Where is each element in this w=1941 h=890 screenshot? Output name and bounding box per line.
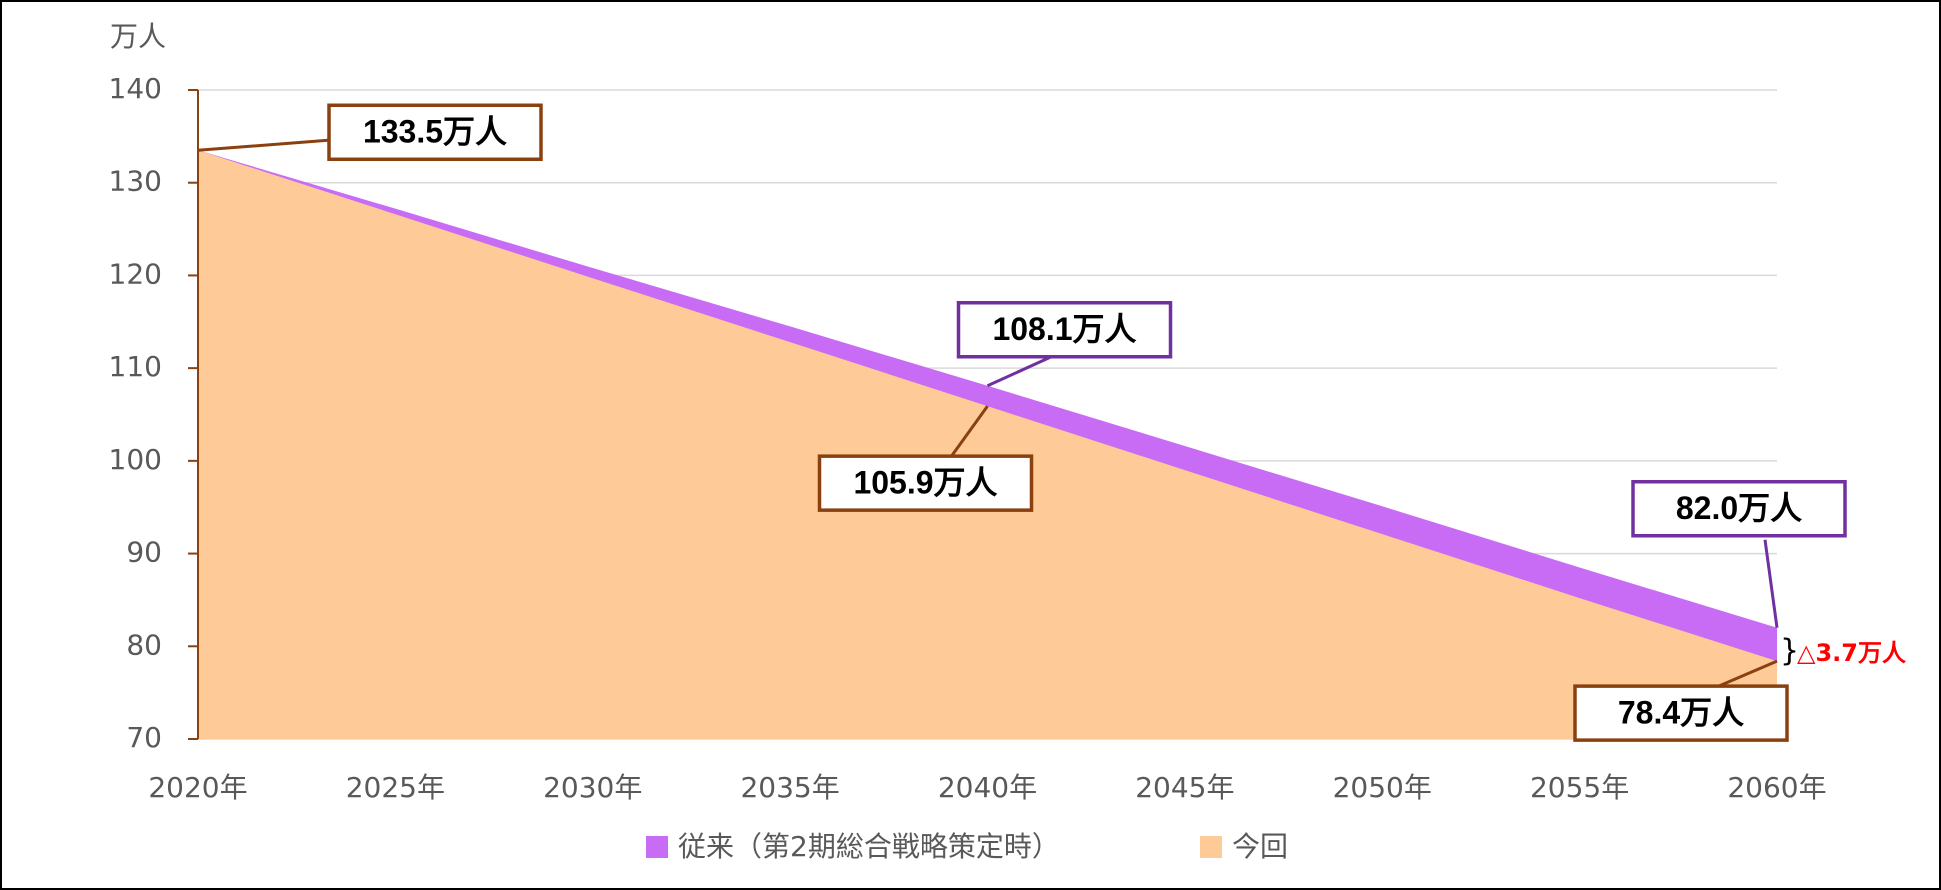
- x-tick-label: 2020年: [148, 771, 247, 804]
- leader-line: [950, 405, 989, 458]
- x-tick-label: 2050年: [1333, 771, 1432, 804]
- data-label: 105.9万人: [853, 465, 997, 501]
- label-box: [327, 103, 543, 162]
- y-tick-label: 70: [126, 721, 162, 754]
- y-tick-label: 120: [109, 257, 162, 290]
- leader-line: [197, 138, 329, 152]
- data-label: 78.4万人: [1618, 695, 1744, 731]
- y-tick-label: 130: [109, 165, 162, 198]
- y-tick-label: 100: [109, 443, 162, 476]
- x-tick-label: 2025年: [346, 771, 445, 804]
- area: [198, 150, 1777, 739]
- y-axis-label: 万人: [110, 20, 166, 53]
- y-tick-label: 80: [126, 628, 162, 661]
- x-tick-label: 2060年: [1727, 771, 1826, 804]
- x-tick-label: 2030年: [543, 771, 642, 804]
- legend-label: 今回: [1232, 830, 1288, 863]
- leader-line: [1763, 539, 1779, 628]
- x-tick-label: 2055年: [1530, 771, 1629, 804]
- data-label: 133.5万人: [363, 114, 507, 150]
- leader-line: [986, 354, 1055, 388]
- y-tick-label: 90: [126, 536, 162, 569]
- data-label: 82.0万人: [1676, 490, 1802, 526]
- data-label: 108.1万人: [992, 311, 1136, 347]
- y-tick-label: 140: [109, 72, 162, 105]
- legend-label: 従来（第2期総合戦略策定時）: [678, 830, 1060, 863]
- legend-swatch: [646, 836, 668, 858]
- label-box: [817, 454, 1034, 512]
- label-box: [1573, 684, 1789, 742]
- x-tick-label: 2040年: [938, 771, 1037, 804]
- annotation: △3.7万人: [1797, 639, 1906, 667]
- brace: }: [1780, 634, 1799, 669]
- x-tick-label: 2045年: [1135, 771, 1234, 804]
- x-tick-label: 2035年: [740, 771, 839, 804]
- label-box: [1631, 479, 1847, 538]
- legend-swatch: [1200, 836, 1222, 858]
- y-tick-label: 110: [109, 350, 162, 383]
- label-box: [956, 301, 1173, 359]
